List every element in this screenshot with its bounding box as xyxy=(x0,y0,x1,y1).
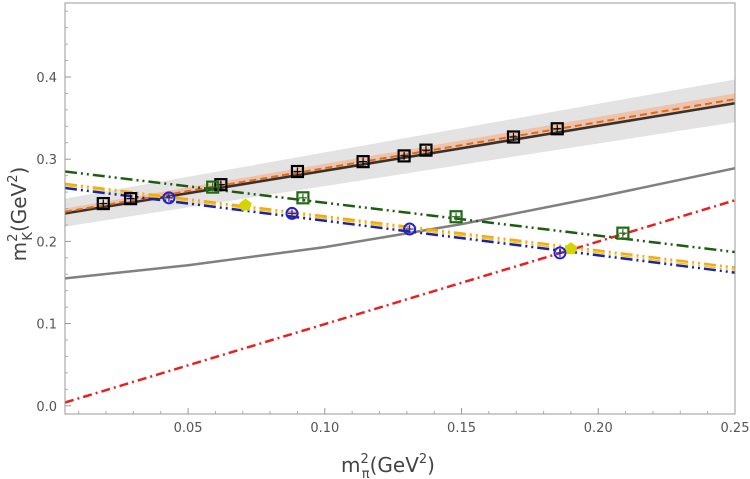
series-line-black_fit xyxy=(65,102,735,215)
data-point-yellow_pts xyxy=(239,198,252,211)
data-point-black_pts xyxy=(356,155,370,169)
data-point-black_pts xyxy=(397,149,411,163)
series-line-orange_dashdot xyxy=(65,182,735,269)
series-line-blue_line xyxy=(65,186,735,274)
series-line-orange_fit xyxy=(65,98,735,213)
plot-marks xyxy=(65,79,735,404)
data-point-green_pts xyxy=(296,191,310,205)
data-point-black_pts xyxy=(124,192,138,206)
x-tick-label: 0.20 xyxy=(584,421,613,436)
y-axis-label-text: m2K(GeV2) xyxy=(6,167,36,262)
x-tick-label: 0.15 xyxy=(447,421,476,436)
x-tick-label: 0.05 xyxy=(174,421,203,436)
data-point-yellow_pts xyxy=(564,242,578,255)
data-point-black_pts xyxy=(290,164,305,179)
series-line-yellow_dashdot xyxy=(65,184,735,271)
series-line-gray_curve xyxy=(65,166,735,280)
data-point-green_pts xyxy=(206,180,220,194)
data-point-black_pts xyxy=(419,143,433,157)
y-tick-label: 0.2 xyxy=(36,235,57,250)
y-axis-label: m2K(GeV2) xyxy=(6,167,36,262)
y-tick-label: 0.4 xyxy=(36,71,57,86)
data-point-blue_pts xyxy=(403,222,417,236)
data-point-blue_pts xyxy=(285,206,299,220)
data-point-black_pts xyxy=(550,122,564,136)
data-point-green_pts xyxy=(449,210,463,224)
data-point-black_pts xyxy=(506,130,521,144)
x-tick-label: 0.25 xyxy=(721,421,750,436)
data-point-blue_pts xyxy=(162,191,176,205)
y-tick-label: 0.3 xyxy=(36,153,57,168)
plot-area xyxy=(65,79,735,404)
axis-ticks: 0.05 0.10 0.15 0.20 0.25 0.0 0.1 0.2 0.3 0.4 xyxy=(36,10,750,436)
x-axis-label: m2 π(GeV2) xyxy=(341,452,435,479)
y-tick-label: 0.0 xyxy=(36,400,57,415)
x-tick-label: 0.10 xyxy=(310,421,339,436)
data-point-green_pts xyxy=(616,226,630,240)
x-axis-label-text: m2 π(GeV2) xyxy=(341,452,435,479)
y-tick-label: 0.1 xyxy=(36,318,57,333)
data-point-blue_pts xyxy=(553,246,567,260)
data-point-black_pts xyxy=(96,196,110,211)
